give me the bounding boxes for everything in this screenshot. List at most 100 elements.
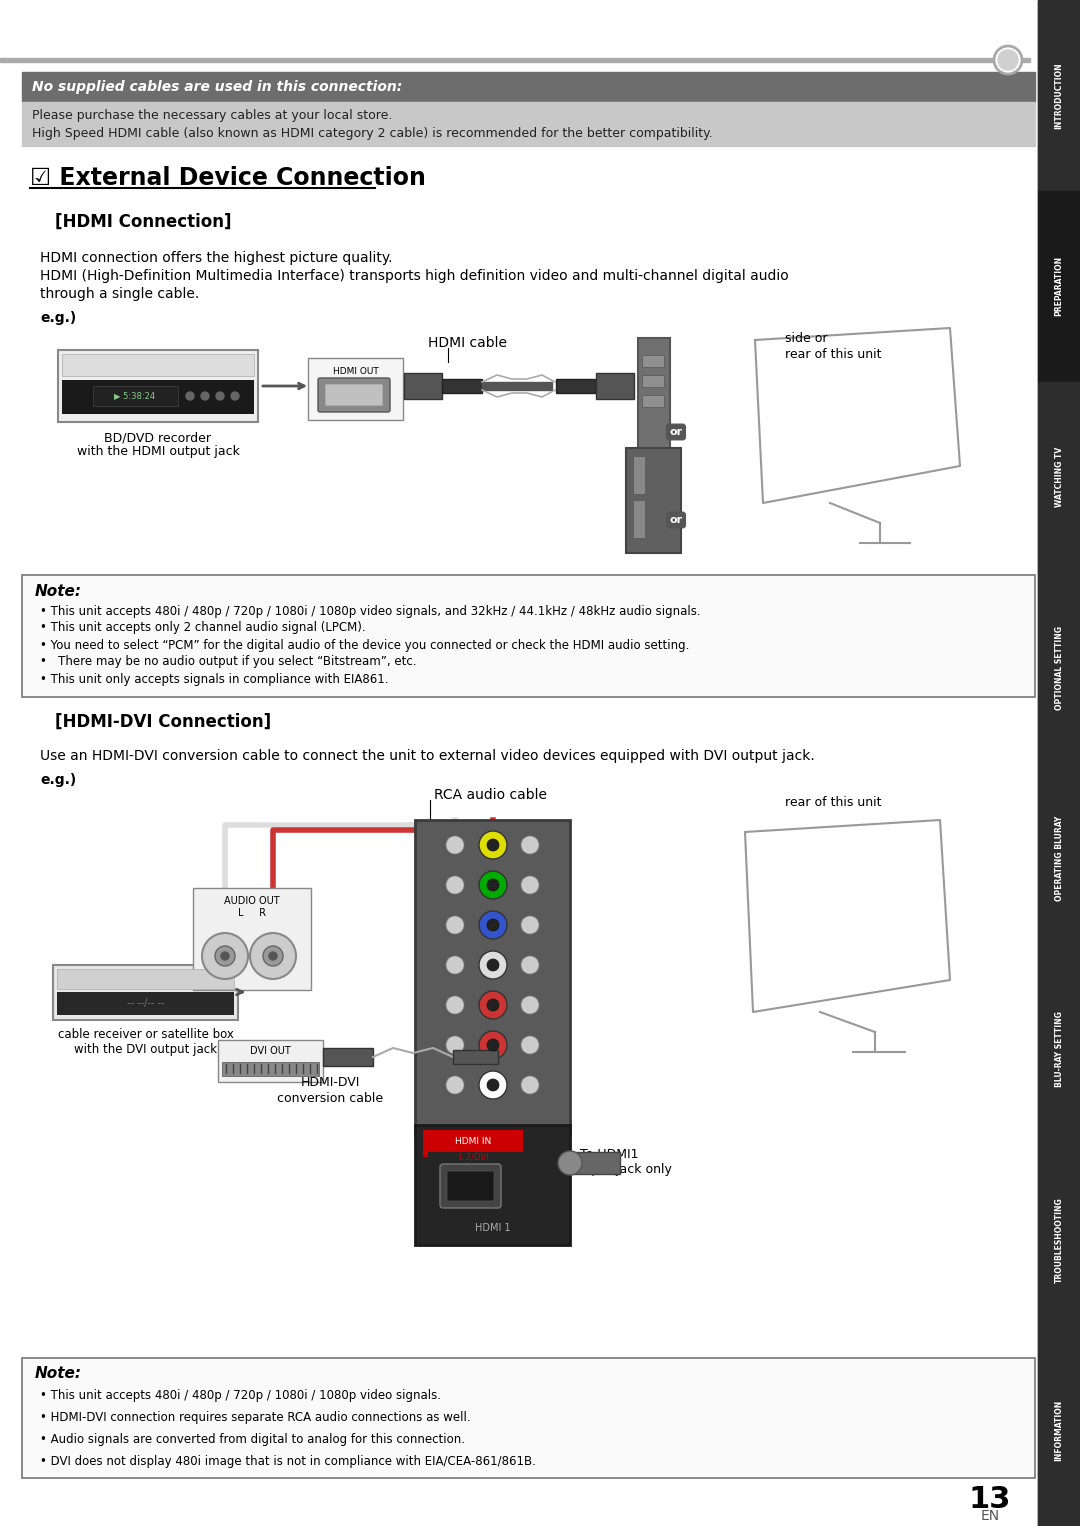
Circle shape [521,996,539,1013]
Circle shape [487,1039,499,1051]
Text: with the HDMI output jack: with the HDMI output jack [77,446,240,458]
Bar [53,964,238,1019]
Circle shape [480,871,507,899]
Circle shape [487,958,499,971]
Circle shape [998,50,1018,70]
Bar [323,1048,373,1067]
Circle shape [487,919,499,931]
Bar [1038,0,1080,191]
Bar [404,372,442,398]
Circle shape [269,952,276,960]
Circle shape [216,392,224,400]
Circle shape [215,946,235,966]
Bar [1038,1335,1080,1526]
Text: • You need to select “PCM” for the digital audio of the device you connected or : • You need to select “PCM” for the digit… [40,638,689,652]
Circle shape [446,876,464,894]
Circle shape [446,955,464,974]
Bar [423,1129,523,1152]
Bar [22,1358,1035,1479]
Text: ▶ 5:38:24: ▶ 5:38:24 [114,392,156,400]
Text: [HDMI Connection]: [HDMI Connection] [55,214,231,230]
Circle shape [521,1076,539,1094]
Circle shape [487,1000,499,1012]
Text: •   There may be no audio output if you select “Bitstream”, etc.: • There may be no audio output if you se… [40,656,417,668]
Bar [415,819,570,1135]
Bar [642,356,664,366]
Text: • Audio signals are converted from digital to analog for this connection.: • Audio signals are converted from digit… [40,1433,465,1447]
Circle shape [487,839,499,852]
Text: • This unit accepts 480i / 480p / 720p / 1080i / 1080p video signals.: • This unit accepts 480i / 480p / 720p /… [40,1390,441,1402]
Bar [453,1050,498,1064]
Text: 1 2/DVI: 1 2/DVI [458,1152,488,1161]
Bar [570,1152,620,1173]
Text: Please purchase the necessary cables at your local store.: Please purchase the necessary cables at … [32,108,392,122]
Circle shape [446,1076,464,1094]
FancyBboxPatch shape [318,378,390,412]
Bar [1038,191,1080,382]
Text: rear of this unit: rear of this unit [785,348,881,360]
Text: HDMI OUT: HDMI OUT [333,366,378,375]
Text: INTRODUCTION: INTRODUCTION [1054,63,1064,128]
Bar [193,888,311,990]
Circle shape [480,911,507,938]
Bar [633,456,645,494]
Bar [1038,572,1080,763]
Text: with the DVI output jack: with the DVI output jack [75,1042,217,1056]
Text: or: or [670,427,683,436]
Text: Note:: Note: [35,1366,82,1381]
Circle shape [446,916,464,934]
Text: To HDMI1: To HDMI1 [580,1149,638,1161]
Text: INFORMATION: INFORMATION [1054,1399,1064,1462]
Text: through a single cable.: through a single cable. [40,287,199,301]
Text: HDMI IN: HDMI IN [455,1137,491,1146]
Text: L     R: L R [238,908,266,919]
Circle shape [231,392,239,400]
Circle shape [446,996,464,1013]
Bar [1038,0,1080,1526]
Bar [62,380,254,414]
Text: No supplied cables are used in this connection:: No supplied cables are used in this conn… [32,79,402,95]
Text: rear of this unit: rear of this unit [785,795,881,809]
Text: HDMI connection offers the highest picture quality.: HDMI connection offers the highest pictu… [40,250,392,266]
Bar [1038,763,1080,954]
Text: 13: 13 [969,1485,1011,1514]
Bar [642,375,664,388]
Circle shape [480,990,507,1019]
Text: BLU-RAY SETTING: BLU-RAY SETTING [1054,1012,1064,1087]
Text: • HDMI-DVI connection requires separate RCA audio connections as well.: • HDMI-DVI connection requires separate … [40,1412,471,1424]
Text: or: or [670,514,683,525]
Text: HDMI (High-Definition Multimedia Interface) transports high definition video and: HDMI (High-Definition Multimedia Interfa… [40,269,788,282]
Text: BD/DVD recorder: BD/DVD recorder [105,432,212,444]
Bar [442,378,482,394]
Bar [415,1125,570,1245]
Circle shape [558,1151,582,1175]
Text: DVI OUT: DVI OUT [251,1045,291,1056]
Circle shape [521,876,539,894]
Bar [482,382,552,391]
Bar [556,378,596,394]
Circle shape [480,832,507,859]
Bar [22,102,1035,146]
FancyBboxPatch shape [447,1170,494,1201]
Text: OPTIONAL SETTING: OPTIONAL SETTING [1054,626,1064,710]
Text: OPERATING BLURAY: OPERATING BLURAY [1054,816,1064,900]
Bar [642,395,664,407]
Text: side or: side or [785,331,827,345]
Bar [62,354,254,375]
Circle shape [202,932,248,980]
Circle shape [480,1032,507,1059]
Bar [1038,954,1080,1144]
Circle shape [201,392,210,400]
Text: -- --/-- --: -- --/-- -- [126,998,164,1009]
Text: cable receiver or satellite box: cable receiver or satellite box [57,1029,233,1042]
Bar [57,992,234,1015]
Text: EN: EN [981,1509,1000,1523]
Text: [HDMI-DVI Connection]: [HDMI-DVI Connection] [55,713,271,731]
Bar [222,1062,319,1076]
Text: HDMI cable: HDMI cable [429,336,508,349]
Bar [57,969,234,989]
Circle shape [994,46,1022,73]
FancyBboxPatch shape [440,1164,501,1209]
Text: conversion cable: conversion cable [276,1091,383,1105]
Text: • DVI does not display 480i image that is not in compliance with EIA/CEA-861/861: • DVI does not display 480i image that i… [40,1456,536,1468]
